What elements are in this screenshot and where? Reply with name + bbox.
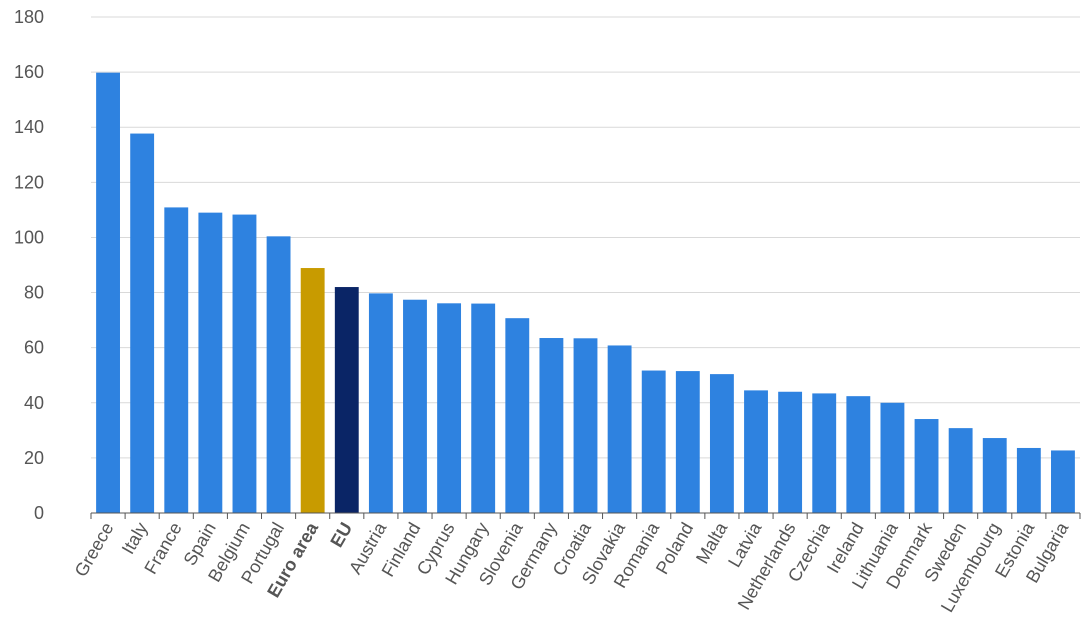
bar-spain — [198, 212, 223, 513]
bar-finland — [403, 299, 427, 513]
bar-estonia — [1016, 447, 1041, 513]
y-tick-label: 140 — [14, 117, 44, 137]
bar-ireland — [846, 396, 871, 513]
bar-denmark — [914, 419, 939, 513]
bar-belgium — [232, 214, 257, 513]
y-axis-tick-labels: 0 20 40 60 80 100 120 140 160 180 — [14, 7, 44, 523]
bar-czechia — [812, 393, 837, 513]
bar-greece — [96, 72, 120, 513]
bar-hungary — [471, 303, 496, 513]
bar-eu — [334, 287, 359, 513]
bar-bulgaria — [1051, 450, 1075, 513]
bar-netherlands — [778, 391, 803, 513]
bar-italy — [130, 133, 155, 513]
y-tick-label: 40 — [24, 393, 44, 413]
axis-layer — [90, 512, 1081, 519]
bar-france — [164, 207, 189, 514]
bar-lithuania — [880, 402, 905, 513]
bar-romania — [641, 370, 666, 513]
bar-croatia — [573, 338, 598, 513]
x-tick-label-italy: Italy — [118, 519, 152, 558]
bar-austria — [368, 293, 393, 513]
bar-portugal — [266, 236, 291, 513]
x-tick-label-eu: EU — [326, 519, 356, 551]
bar-poland — [675, 371, 700, 513]
y-tick-label: 120 — [14, 172, 44, 192]
y-tick-label: 100 — [14, 227, 44, 247]
x-tick-label-greece: Greece — [71, 519, 118, 580]
bar-luxembourg — [982, 438, 1007, 513]
bar-malta — [709, 374, 734, 513]
y-tick-label: 80 — [24, 283, 44, 303]
bar-sweden — [948, 428, 973, 513]
bar-germany — [539, 338, 564, 513]
bars-layer — [96, 72, 1075, 514]
x-axis-tick-labels: Greece ItalyFranceSpainBelgiumPortugalEur… — [71, 518, 1073, 616]
bar-cyprus — [437, 303, 462, 513]
y-tick-label: 0 — [34, 503, 44, 523]
bar-euro-area — [300, 268, 325, 513]
y-tick-label: 180 — [14, 7, 44, 27]
bar-latvia — [744, 390, 768, 513]
y-tick-label: 160 — [14, 62, 44, 82]
bar-slovenia — [505, 318, 530, 513]
bar-slovakia — [607, 345, 632, 513]
y-tick-label: 60 — [24, 338, 44, 358]
y-tick-label: 20 — [24, 448, 44, 468]
